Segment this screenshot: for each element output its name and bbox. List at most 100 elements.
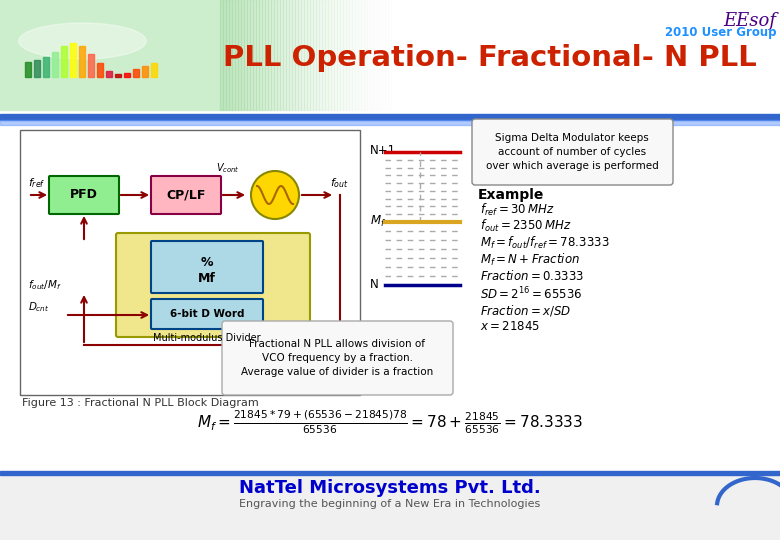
Bar xyxy=(391,0,394,110)
Text: $f_{ref}$: $f_{ref}$ xyxy=(28,176,45,190)
Bar xyxy=(301,0,304,110)
Bar xyxy=(358,0,361,110)
Text: $f_{out}$: $f_{out}$ xyxy=(330,176,349,190)
Bar xyxy=(280,0,283,110)
Text: $M_f = \frac{21845*79 + (65536 - 21845)78}{65536} = 78 + \frac{21845}{65536} = 7: $M_f = \frac{21845*79 + (65536 - 21845)7… xyxy=(197,408,583,436)
Text: Multi-modulus Divider: Multi-modulus Divider xyxy=(153,333,261,343)
Bar xyxy=(388,0,391,110)
Bar xyxy=(394,0,397,110)
Text: $SD = 2^{16} = 65536$: $SD = 2^{16} = 65536$ xyxy=(480,286,583,302)
Bar xyxy=(325,0,328,110)
Bar xyxy=(265,0,268,110)
Bar xyxy=(106,71,112,77)
Bar xyxy=(0,120,780,125)
Bar xyxy=(142,66,148,77)
Bar xyxy=(340,0,343,110)
Bar xyxy=(292,0,295,110)
Text: PFD: PFD xyxy=(70,188,98,201)
Bar xyxy=(298,0,301,110)
Bar xyxy=(268,0,271,110)
Bar xyxy=(70,43,76,77)
Bar xyxy=(349,0,352,110)
Bar xyxy=(355,0,358,110)
Bar xyxy=(241,0,244,110)
Text: EEsof: EEsof xyxy=(724,12,777,30)
Text: N: N xyxy=(370,278,379,291)
Ellipse shape xyxy=(19,23,147,59)
Bar xyxy=(52,51,58,77)
Text: Figure 13 : Fractional N PLL Block Diagram: Figure 13 : Fractional N PLL Block Diagr… xyxy=(22,398,259,408)
Bar xyxy=(88,53,94,77)
Bar xyxy=(43,57,49,77)
Text: $f_{out} = 2350\,MHz$: $f_{out} = 2350\,MHz$ xyxy=(480,218,572,234)
Text: $Fraction = 0.3333$: $Fraction = 0.3333$ xyxy=(480,269,584,283)
Bar xyxy=(337,0,340,110)
Text: $M_f = N + Fraction$: $M_f = N + Fraction$ xyxy=(480,252,580,268)
Bar xyxy=(256,0,259,110)
Text: $V_{cont}$: $V_{cont}$ xyxy=(216,161,240,175)
FancyBboxPatch shape xyxy=(151,241,263,293)
Bar xyxy=(274,0,277,110)
FancyBboxPatch shape xyxy=(222,321,453,395)
Text: Sigma Delta Modulator keeps
account of number of cycles
over which average is pe: Sigma Delta Modulator keeps account of n… xyxy=(486,133,658,171)
Text: 6-bit D Word: 6-bit D Word xyxy=(170,309,244,319)
Text: $M_f = f_{out}/f_{ref} = 78.3333$: $M_f = f_{out}/f_{ref} = 78.3333$ xyxy=(480,235,609,251)
Bar xyxy=(352,0,355,110)
Bar xyxy=(382,0,385,110)
Text: CP/LF: CP/LF xyxy=(166,188,206,201)
Bar xyxy=(238,0,241,110)
Bar xyxy=(244,0,247,110)
Bar xyxy=(361,0,364,110)
Bar xyxy=(79,46,85,77)
Bar xyxy=(304,0,307,110)
Bar xyxy=(322,0,325,110)
Bar xyxy=(307,0,310,110)
Bar xyxy=(229,0,232,110)
Text: $M_f$: $M_f$ xyxy=(370,213,386,228)
Bar xyxy=(25,62,31,77)
Bar xyxy=(151,63,157,77)
Bar xyxy=(367,0,370,110)
Bar xyxy=(295,0,298,110)
Bar xyxy=(226,0,229,110)
Text: NatTel Microsystems Pvt. Ltd.: NatTel Microsystems Pvt. Ltd. xyxy=(239,479,541,497)
Bar xyxy=(364,0,367,110)
Text: Example: Example xyxy=(478,188,544,202)
FancyBboxPatch shape xyxy=(49,176,119,214)
Bar xyxy=(223,0,226,110)
Bar xyxy=(253,0,256,110)
FancyBboxPatch shape xyxy=(472,119,673,185)
Bar xyxy=(232,0,235,110)
Bar xyxy=(343,0,346,110)
Bar xyxy=(0,471,780,475)
Bar xyxy=(283,0,286,110)
Bar xyxy=(310,0,313,110)
Bar xyxy=(331,0,334,110)
Text: $Fraction = x/SD$: $Fraction = x/SD$ xyxy=(480,303,571,318)
Bar xyxy=(20,130,360,395)
Bar xyxy=(271,0,274,110)
Text: 2010 User Group Meeting: 2010 User Group Meeting xyxy=(665,26,780,39)
Bar xyxy=(133,69,139,77)
Bar xyxy=(220,0,223,110)
Text: $x = 21845$: $x = 21845$ xyxy=(480,320,540,333)
Bar xyxy=(97,63,103,77)
Bar xyxy=(373,0,376,110)
Text: Mf: Mf xyxy=(198,272,216,285)
Circle shape xyxy=(251,171,299,219)
Bar xyxy=(61,46,67,77)
Text: $f_{ref} = 30\,MHz$: $f_{ref} = 30\,MHz$ xyxy=(480,202,555,218)
FancyBboxPatch shape xyxy=(151,299,263,329)
Bar xyxy=(334,0,337,110)
Bar xyxy=(376,0,379,110)
Bar xyxy=(313,0,316,110)
FancyBboxPatch shape xyxy=(116,233,310,337)
Bar xyxy=(319,0,322,110)
Bar xyxy=(34,60,40,77)
Bar xyxy=(0,0,220,110)
Bar xyxy=(250,0,253,110)
Bar xyxy=(346,0,349,110)
Bar xyxy=(385,0,388,110)
Text: Engraving the beginning of a New Era in Technologies: Engraving the beginning of a New Era in … xyxy=(239,499,541,509)
Bar xyxy=(328,0,331,110)
